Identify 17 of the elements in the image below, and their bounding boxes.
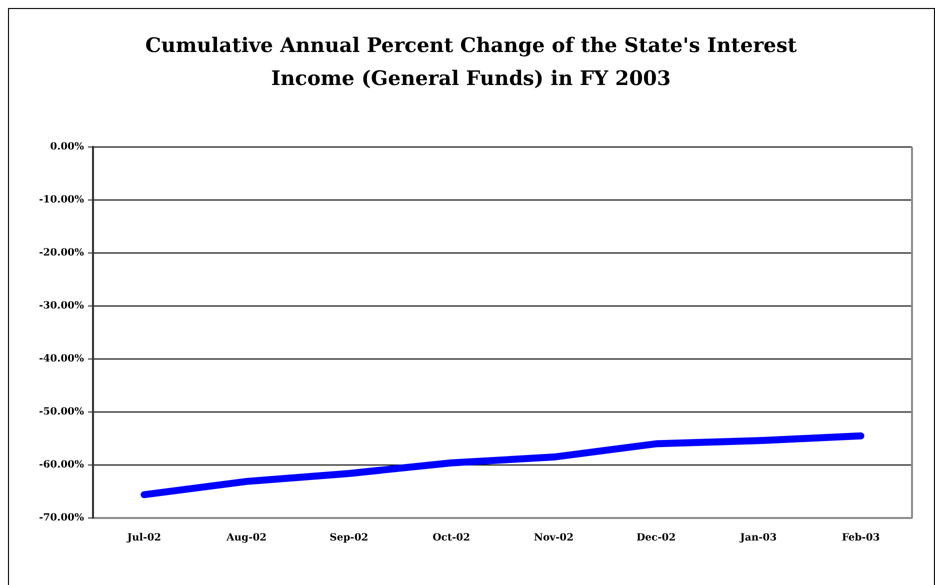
x-tick-label: Feb-03	[842, 532, 880, 544]
y-tick-label: -20.00%	[39, 248, 84, 259]
x-tick-label: Jul-02	[126, 532, 162, 544]
x-tick-label: Nov-02	[534, 532, 574, 544]
y-tick-label: 0.00%	[50, 142, 84, 153]
y-tick-label: -30.00%	[39, 300, 84, 312]
x-tick-label: Jan-03	[739, 532, 777, 544]
y-tick-label: -10.00%	[39, 194, 84, 206]
chart-title: Cumulative Annual Percent Change of the State's Interest Income (General Funds) in FY 2003	[144, 32, 798, 92]
x-tick-label: Aug-02	[226, 532, 267, 544]
y-tick-label: -40.00%	[39, 354, 84, 365]
y-tick-label: -60.00%	[39, 460, 84, 471]
y-tick-label: -50.00%	[39, 406, 84, 418]
x-tick-label: Sep-02	[330, 532, 368, 544]
y-tick-label: -70.00%	[39, 512, 84, 524]
x-tick-label: Dec-02	[636, 532, 676, 544]
x-tick-label: Oct-02	[432, 532, 470, 544]
